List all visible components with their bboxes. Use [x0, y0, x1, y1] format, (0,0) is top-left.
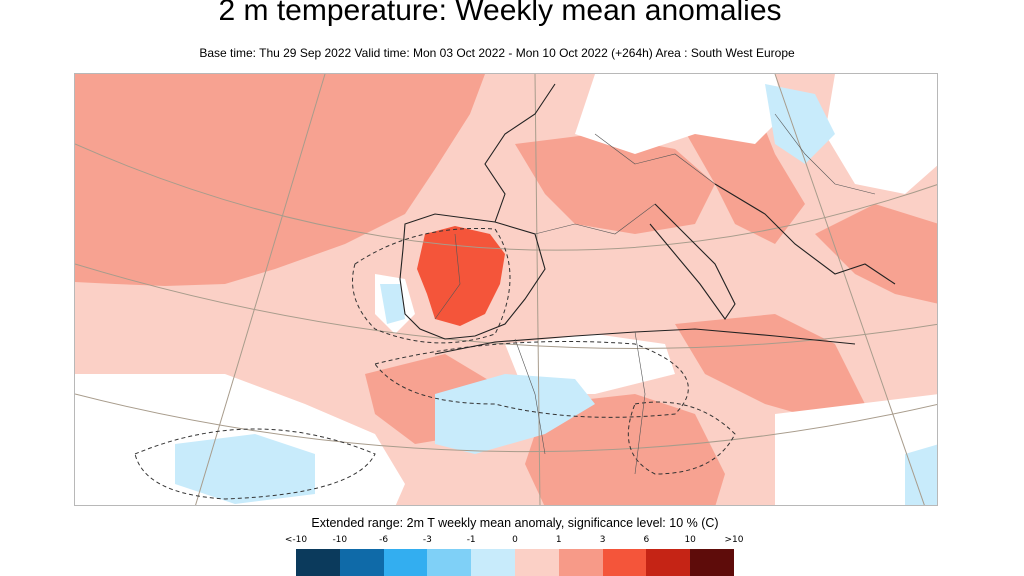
graticule — [75, 74, 937, 505]
contour-north-africa — [374, 341, 689, 418]
meridian-east — [774, 74, 925, 505]
legend-swatch — [296, 549, 340, 576]
italy-coast — [649, 203, 736, 320]
map-canvas — [75, 74, 937, 505]
map-title: 2 m temperature: Weekly mean anomalies — [218, 0, 782, 27]
border-4 — [774, 113, 876, 195]
legend-swatch — [471, 549, 515, 576]
legend-tick: >10 — [724, 535, 744, 545]
border-6 — [634, 331, 646, 475]
saharan-warm-region — [525, 394, 725, 505]
ukraine-cool-region — [765, 84, 835, 164]
iberia-strong-warm-region — [417, 226, 505, 326]
france-warm-region — [515, 134, 715, 234]
border-2 — [434, 233, 461, 320]
far-east-cool-region — [905, 444, 937, 505]
atlantic-warm-region — [75, 74, 485, 286]
italy-warm-region — [675, 104, 805, 244]
legend-title: Extended range: 2m T weekly mean anomaly… — [311, 516, 719, 530]
legend-swatch — [690, 549, 734, 576]
contour-east — [627, 401, 736, 475]
legend-swatch — [383, 549, 428, 576]
border-3 — [594, 133, 716, 185]
portugal-cool-region — [380, 284, 405, 324]
contour-iberia — [352, 227, 511, 344]
legend-tick: <-10 — [284, 535, 308, 545]
legend-tick: -6 — [379, 535, 389, 545]
legend-swatch — [427, 549, 472, 576]
legend-swatch — [602, 549, 647, 576]
balkans-coast — [714, 183, 896, 285]
legend-tick: 6 — [643, 535, 650, 545]
central-europe-neutral — [575, 74, 785, 154]
country-borders — [434, 113, 876, 475]
meridian-central — [534, 74, 541, 505]
parallel-north — [75, 143, 937, 251]
legend-tick: 10 — [684, 535, 696, 545]
border-5 — [514, 338, 546, 455]
north-africa-warm-region — [675, 314, 865, 424]
border-1 — [534, 203, 656, 235]
legend-swatch — [558, 549, 603, 576]
east-europe-neutral — [825, 74, 937, 194]
legend-tick: -1 — [466, 535, 476, 545]
legend-tick: -3 — [422, 535, 432, 545]
atlas-cool-region — [435, 374, 595, 454]
legend-color-bar — [296, 549, 734, 576]
warm-anomaly-regions — [75, 74, 937, 505]
france-coast — [484, 83, 556, 223]
parallel-south — [75, 393, 937, 453]
canaries-cool-region — [175, 434, 315, 504]
meridian-west — [195, 74, 326, 505]
legend-tick: -10 — [332, 535, 348, 545]
map-subtitle: Base time: Thu 29 Sep 2022 Valid time: M… — [199, 46, 795, 60]
anomaly-map — [74, 73, 938, 506]
legend-tick: 1 — [555, 535, 562, 545]
east-neutral — [775, 394, 937, 505]
legend-swatch — [514, 549, 559, 576]
iberia-coast — [399, 213, 546, 340]
cool-anomaly-regions — [175, 84, 937, 505]
legend-tick-labels: <-10 -10 -6 -3 -1 0 1 3 6 10 >10 — [285, 535, 744, 547]
balkans-warm-region — [815, 204, 937, 304]
significance-contours — [134, 227, 736, 500]
legend-swatch — [339, 549, 384, 576]
legend-swatch — [646, 549, 691, 576]
legend-tick: 0 — [512, 535, 518, 545]
legend-tick: 3 — [599, 535, 606, 545]
